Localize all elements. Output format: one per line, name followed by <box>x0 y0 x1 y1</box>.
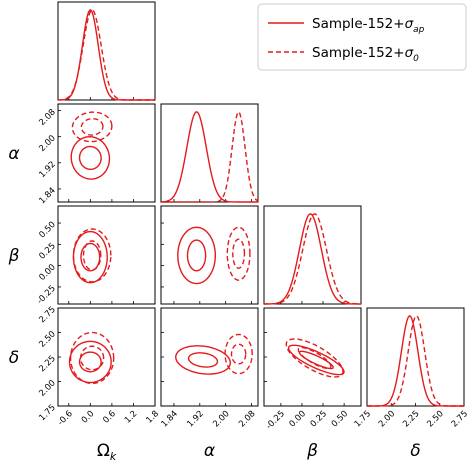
x-tick-label: 1.84 <box>160 409 180 429</box>
contour-alpha-omega-1sigma-solid <box>78 145 102 171</box>
panel-beta-vs-alpha <box>160 205 259 305</box>
legend-label-dashed: Sample-152+σ0 <box>312 45 419 64</box>
x-tick-label: -0.6 <box>56 409 75 428</box>
x-tick-label: 1.8 <box>144 409 161 426</box>
x-tick-label: 1.2 <box>123 409 140 426</box>
contour-delta-beta-2sigma-solid <box>287 344 345 376</box>
y-tick-label: 2.00 <box>37 133 57 153</box>
diagonal-panel-omega <box>57 1 156 101</box>
contour-beta-omega-1sigma-dashed <box>82 240 102 271</box>
y-tick-label: 1.92 <box>37 160 57 180</box>
y-tick-label: 2.25 <box>37 354 57 374</box>
y-axis-label-alpha: α <box>8 144 19 164</box>
marginal-alpha-dashed <box>161 110 259 203</box>
diagonal-panel-delta <box>366 307 465 407</box>
contour-delta-alpha-1sigma-solid <box>187 352 219 368</box>
contour-beta-alpha-1sigma-solid <box>186 239 207 272</box>
y-tick-label: 1.75 <box>37 403 57 423</box>
contour-alpha-omega-2sigma-solid <box>70 136 111 180</box>
x-tick-label: 0.25 <box>309 409 329 429</box>
x-tick-label: 0.0 <box>80 409 97 426</box>
marginal-alpha-solid <box>160 111 258 203</box>
panel-alpha-vs-omega <box>57 103 156 203</box>
contour-beta-alpha-2sigma-solid <box>177 226 217 285</box>
x-axis-label-delta: δ <box>410 441 420 461</box>
x-tick-label: 2.00 <box>377 409 397 429</box>
contour-alpha-omega-2sigma-dashed <box>71 111 113 143</box>
diagonal-panel-beta <box>263 205 362 305</box>
x-tick-label: 0.00 <box>288 409 308 429</box>
marginal-delta-dashed <box>367 315 464 407</box>
y-tick-label: 2.50 <box>37 329 57 349</box>
x-tick-label: 0.50 <box>330 409 350 429</box>
contour-delta-alpha-2sigma-dashed <box>224 333 253 375</box>
x-tick-label: 2.00 <box>211 409 231 429</box>
x-tick-label: 2.08 <box>237 409 257 429</box>
y-tick-label: 2.00 <box>37 378 57 398</box>
legend: Sample-152+σap Sample-152+σ0 <box>257 3 467 71</box>
x-axis-label-beta: β <box>306 441 318 461</box>
y-tick-label: 2.08 <box>37 107 57 127</box>
contour-delta-omega-1sigma-dashed <box>79 345 105 371</box>
x-tick-label: 1.92 <box>185 409 205 429</box>
contour-delta-beta-1sigma-dashed <box>297 346 332 370</box>
y-axis-label-beta: β <box>8 246 20 266</box>
contour-beta-alpha-1sigma-dashed <box>232 238 246 269</box>
contour-delta-omega-2sigma-dashed <box>69 331 115 385</box>
y-tick-label: 0.00 <box>37 262 57 282</box>
y-tick-label: 0.50 <box>37 220 57 240</box>
panel-delta-vs-beta <box>263 307 362 407</box>
contour-beta-omega-2sigma-dashed <box>72 228 112 283</box>
y-tick-label: 1.84 <box>37 186 57 206</box>
x-tick-label: 0.6 <box>101 409 118 426</box>
legend-frame <box>257 3 467 71</box>
x-tick-label: -0.25 <box>264 409 287 432</box>
contour-delta-omega-1sigma-solid <box>78 351 102 373</box>
marginal-beta-solid <box>263 213 361 305</box>
x-tick-label: 2.25 <box>401 409 421 429</box>
contour-delta-beta-2sigma-dashed <box>285 338 344 378</box>
contour-delta-omega-2sigma-solid <box>68 340 112 384</box>
y-tick-label: 2.75 <box>37 305 57 325</box>
y-tick-label: 0.25 <box>37 241 57 261</box>
x-tick-label: 2.75 <box>450 409 470 429</box>
contour-delta-alpha-1sigma-dashed <box>230 343 247 365</box>
x-tick-label: 1.75 <box>353 409 373 429</box>
y-axis-label-delta: δ <box>9 348 19 368</box>
legend-label-solid: Sample-152+σap <box>312 16 425 35</box>
x-axis-label-alpha: α <box>204 441 215 461</box>
diagonal-panel-alpha <box>160 103 259 203</box>
x-tick-label: 2.50 <box>425 409 445 429</box>
marginal-omega-dashed <box>57 9 155 101</box>
y-tick-label: -0.25 <box>35 284 58 307</box>
contour-beta-alpha-2sigma-dashed <box>226 226 251 281</box>
marginal-beta-dashed <box>264 213 362 305</box>
contour-alpha-omega-1sigma-dashed <box>80 117 104 136</box>
contour-delta-alpha-2sigma-solid <box>175 345 232 375</box>
x-axis-label-omega: Ωk <box>97 441 117 463</box>
panel-delta-vs-omega <box>57 307 156 407</box>
panel-delta-vs-alpha <box>160 307 259 407</box>
